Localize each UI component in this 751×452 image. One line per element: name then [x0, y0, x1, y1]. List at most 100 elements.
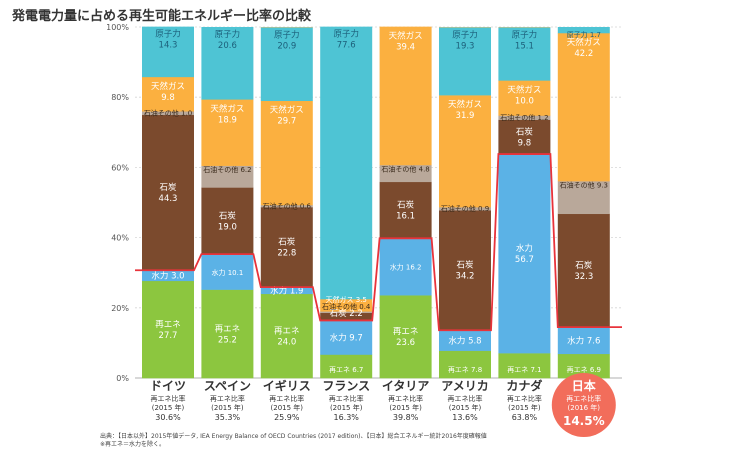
- segment-label: 9.8: [161, 93, 175, 103]
- bar-segment: [142, 270, 194, 282]
- segment-label: 水力 3.0: [151, 271, 184, 282]
- year-label: (2015 年): [449, 403, 482, 412]
- segment-label: 再エネ 6.9: [567, 366, 601, 374]
- category-label: スペイン: [204, 379, 251, 393]
- category-label: アメリカ: [441, 379, 488, 393]
- bar-segment: [142, 114, 194, 271]
- bar-segment: [379, 26, 432, 166]
- bar-segment: [498, 154, 551, 354]
- segment-label: 石炭: [516, 127, 534, 137]
- source-line: 出典：【日本以外】2015年値データ, IEA Energy Balance o…: [100, 433, 487, 440]
- segment-label: 水力 7.6: [567, 335, 600, 346]
- segment-label: 石炭: [397, 201, 415, 211]
- bar-segment: [379, 164, 432, 183]
- year-label: (2015 年): [152, 403, 185, 412]
- category-label: カナダ: [506, 378, 542, 393]
- segment-label: 石油その他 1.2: [500, 113, 548, 122]
- bar-segment: [439, 207, 491, 211]
- segment-label: 原子力 1.7: [567, 30, 601, 39]
- bar-segment: [201, 165, 254, 188]
- category-label: ドイツ: [150, 379, 186, 393]
- segment-label: 14.3: [159, 41, 178, 51]
- segment-label: 原子力: [155, 29, 181, 40]
- bar-segment: [320, 312, 373, 321]
- segment-label: 20.6: [218, 41, 237, 51]
- renewable-ratio-value: 63.8%: [512, 413, 538, 422]
- bar-segment: [498, 80, 551, 116]
- bar-segment: [320, 320, 373, 355]
- renewable-ratio-caption: 再エネ比率: [210, 394, 245, 403]
- renewable-ratio-caption: 再エネ比率: [151, 394, 186, 403]
- segment-label: 天然ガス: [389, 31, 423, 42]
- bar-segment: [439, 350, 491, 379]
- segment-label: 石炭 2.2: [330, 309, 363, 319]
- year-label: (2015 年): [211, 403, 244, 412]
- bar-segment: [320, 26, 373, 300]
- renewable-ratio-caption: 再エネ比率: [388, 394, 423, 403]
- segment-label: 天然ガス: [567, 37, 601, 48]
- bar-segment: [498, 115, 551, 120]
- bar-segment: [320, 311, 373, 314]
- bar-segment: [201, 254, 254, 290]
- chart-title: 発電電力量に占める再生可能エネルギー比率の比較: [12, 9, 312, 24]
- bar-segment: [379, 295, 432, 379]
- category-label: フランス: [322, 379, 370, 393]
- bar-segment: [498, 119, 551, 155]
- bar-segment: [142, 26, 194, 78]
- segment-label: 22.8: [277, 249, 296, 259]
- renewable-ratio-caption: 再エネ比率: [448, 394, 483, 403]
- bar-segment: [557, 181, 610, 215]
- year-label: (2015 年): [508, 403, 541, 412]
- segment-label: 水力 5.8: [448, 335, 481, 346]
- segment-label: 水力 16.2: [390, 263, 422, 272]
- segment-label: 再エネ: [393, 327, 419, 337]
- segment-label: 27.7: [159, 331, 178, 341]
- y-tick-label: 0%: [116, 374, 129, 383]
- segment-label: 9.8: [518, 138, 532, 148]
- segment-label: 石炭: [219, 211, 237, 221]
- segment-label: 39.4: [396, 43, 415, 53]
- japan-highlight-circle: [551, 373, 616, 437]
- segment-label: 水力 9.7: [330, 332, 363, 343]
- segment-label: 32.3: [574, 272, 593, 282]
- category-label: イタリア: [382, 379, 430, 393]
- segment-label: 石油その他 0.6: [263, 202, 312, 211]
- source-note: 出典：【日本以外】2015年値データ, IEA Energy Balance o…: [100, 433, 487, 449]
- bar-segment: [498, 353, 551, 379]
- segment-label: 天然ガス: [210, 103, 244, 114]
- segment-label: 原子力: [452, 29, 478, 40]
- renewable-ratio-value: 30.6%: [155, 413, 181, 422]
- bar-segment: [557, 327, 610, 355]
- bar-segment: [201, 99, 254, 166]
- segment-label: 25.2: [218, 335, 237, 345]
- segment-label: 再エネ 7.1: [507, 366, 541, 374]
- bar-segment: [201, 289, 254, 379]
- bar-segment: [260, 27, 313, 102]
- segment-label: 10.0: [515, 96, 534, 106]
- segment-label: 石炭: [456, 261, 474, 271]
- segment-label: 再エネ 7.8: [448, 366, 482, 374]
- segment-label: 再エネ: [155, 320, 181, 330]
- renewable-ratio-value: 16.3%: [333, 413, 359, 422]
- bar-segment: [439, 95, 491, 208]
- segment-label: 77.6: [337, 41, 356, 51]
- segment-label: 天然ガス: [270, 105, 304, 116]
- segment-label: 石油その他 0.4: [322, 302, 371, 311]
- bar-segment: [142, 76, 194, 112]
- bar-segment: [557, 27, 610, 34]
- segment-label: 20.9: [277, 41, 296, 51]
- renewable-ratio-value: 25.9%: [274, 413, 300, 422]
- segment-label: 石油その他 6.2: [203, 165, 251, 174]
- segment-label: 石油その他 9.3: [560, 181, 608, 190]
- segment-label: 15.1: [515, 41, 534, 51]
- renewable-ratio-value: 14.5%: [563, 414, 605, 428]
- bar-segment: [379, 181, 432, 239]
- bar-segment: [201, 27, 254, 100]
- bar-segment: [260, 100, 313, 206]
- segment-label: 56.7: [515, 255, 534, 265]
- segment-label: 18.9: [218, 115, 237, 125]
- segment-label: 天然ガス 3.5: [326, 295, 367, 304]
- bar-segment: [260, 287, 313, 295]
